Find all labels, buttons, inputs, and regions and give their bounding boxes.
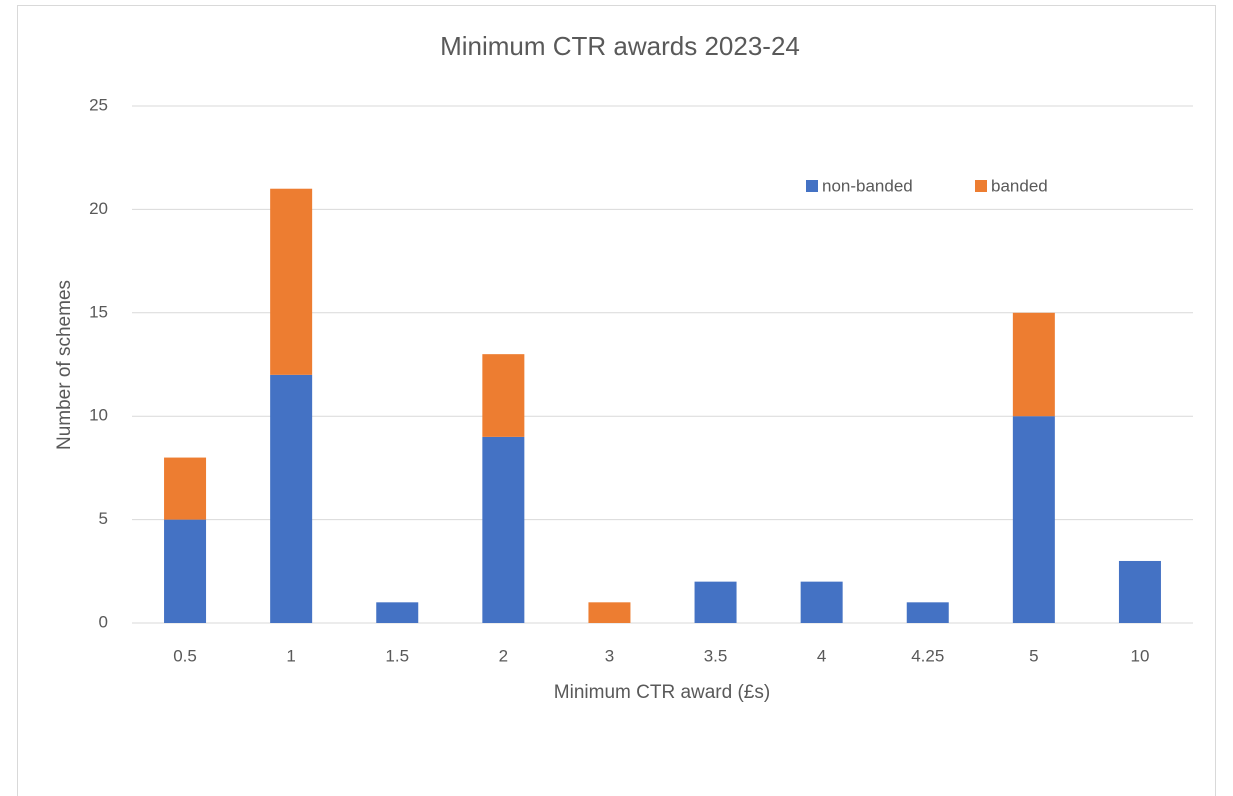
bar-segment [270, 188, 313, 375]
x-tick-label: 4 [817, 646, 826, 665]
legend-label: non-banded [822, 176, 913, 195]
bar-segment [164, 457, 207, 520]
x-tick-label: 3.5 [704, 646, 728, 665]
legend-label: banded [991, 176, 1048, 195]
bar-segment [1012, 416, 1055, 623]
bar-segment [1012, 312, 1055, 417]
y-tick-label: 15 [89, 302, 108, 321]
y-tick-label: 0 [99, 612, 108, 631]
legend-swatch [806, 180, 818, 192]
bar-segment [482, 354, 525, 437]
y-tick-label: 25 [89, 95, 108, 114]
x-tick-label: 2 [499, 646, 508, 665]
x-tick-label: 10 [1130, 646, 1149, 665]
chart-title: Minimum CTR awards 2023-24 [440, 31, 800, 61]
x-tick-label: 4.25 [911, 646, 944, 665]
bar-segment [164, 519, 207, 623]
bar-segment [800, 581, 843, 623]
y-tick-label: 20 [89, 199, 108, 218]
bar-segment [694, 581, 737, 623]
y-tick-label: 5 [99, 509, 108, 528]
x-tick-label: 1 [286, 646, 295, 665]
bar-segment [906, 602, 949, 623]
x-tick-label: 5 [1029, 646, 1038, 665]
y-tick-label: 10 [89, 406, 108, 425]
y-axis-label: Number of schemes [54, 280, 75, 450]
x-tick-label: 1.5 [385, 646, 409, 665]
legend-swatch [975, 180, 987, 192]
x-axis-label: Minimum CTR award (£s) [554, 682, 770, 703]
bar-segment [482, 436, 525, 623]
bar-segment [1118, 560, 1161, 623]
x-tick-label: 3 [605, 646, 614, 665]
bar-segment [270, 374, 313, 623]
x-tick-label: 0.5 [173, 646, 197, 665]
bar-segment [588, 602, 631, 623]
bar-segment [376, 602, 419, 623]
